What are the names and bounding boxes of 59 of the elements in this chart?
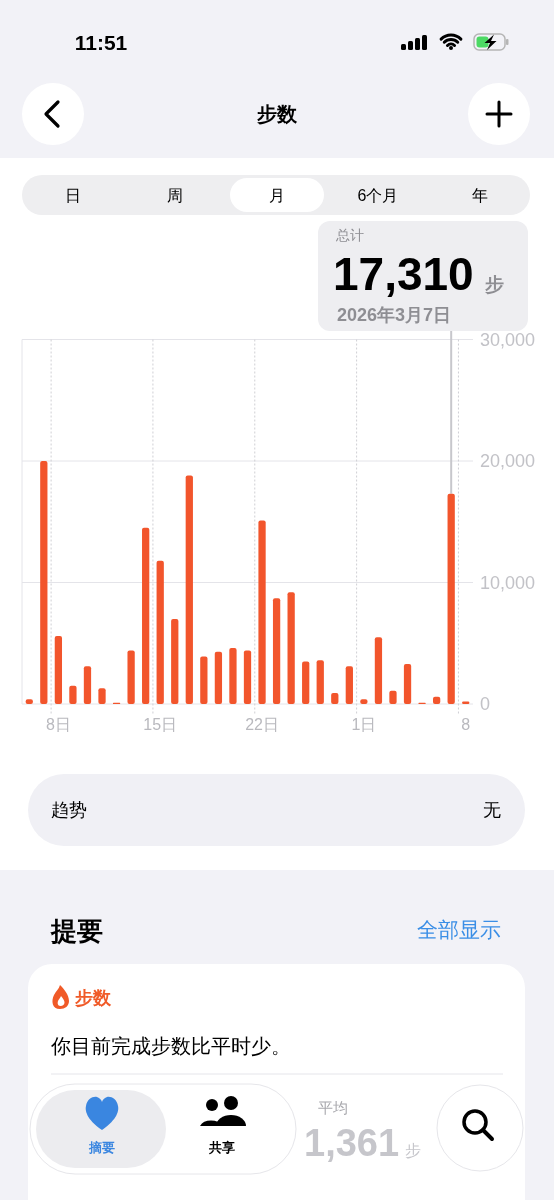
bar: [98, 688, 106, 704]
text: 6个月: [357, 186, 399, 204]
text: 摘要: [88, 1139, 115, 1155]
text: 提要: [50, 916, 103, 946]
bar: [40, 461, 48, 704]
bar: [403, 663, 412, 704]
bar: [69, 685, 77, 704]
y-tick-label: 0: [480, 694, 491, 714]
x-tick-label: 22日: [245, 715, 279, 733]
bar: [54, 635, 63, 704]
text: 1,361: [304, 1122, 400, 1164]
text: 共享: [208, 1139, 235, 1155]
bar: [432, 696, 441, 704]
x-tick-label: 8日: [45, 715, 71, 733]
text: 周: [167, 186, 183, 204]
text: 步: [405, 1141, 422, 1159]
text: 步数: [74, 988, 112, 1008]
chart-title: 步数: [256, 103, 298, 125]
bar: [316, 660, 324, 704]
text: 月: [269, 186, 285, 204]
y-tick-label: 30,000: [480, 329, 536, 350]
bar: [258, 520, 266, 704]
bar: [127, 650, 135, 704]
bar: [83, 666, 92, 704]
x-tick-label: 8: [461, 715, 471, 733]
bar: [185, 475, 193, 704]
text: 总计: [335, 227, 364, 243]
bar: [374, 637, 383, 704]
bar: [214, 651, 223, 704]
bar: [200, 656, 208, 704]
bar: [243, 650, 252, 704]
annotation: 2026年3月7日: [337, 305, 452, 325]
bar: [345, 666, 353, 704]
text: 步: [483, 273, 504, 295]
bar: [447, 493, 455, 704]
text: 你目前完成步数比平时少。: [50, 1035, 291, 1057]
text: 无: [483, 800, 501, 820]
bar: [331, 693, 339, 704]
bar: [360, 699, 368, 704]
text: 全部显示: [417, 917, 501, 941]
text: 年: [472, 186, 488, 204]
bar: [229, 648, 237, 704]
text: 日: [65, 186, 81, 204]
text: 17,310: [333, 248, 474, 300]
bar: [142, 527, 150, 704]
y-tick-label: 20,000: [480, 451, 536, 471]
text: 平均: [318, 1098, 348, 1116]
x-tick-label: 15日: [143, 715, 178, 733]
bar: [171, 618, 179, 704]
bar: [25, 699, 33, 704]
bar: [302, 661, 310, 704]
text: 趋势: [51, 800, 87, 820]
y-tick-label: 10,000: [480, 572, 536, 593]
bar: [272, 598, 281, 704]
x-tick-label: 1日: [351, 715, 377, 733]
text: 11:51: [74, 30, 128, 54]
bar: [389, 690, 397, 704]
bar: [156, 560, 164, 704]
bar: [287, 592, 295, 704]
